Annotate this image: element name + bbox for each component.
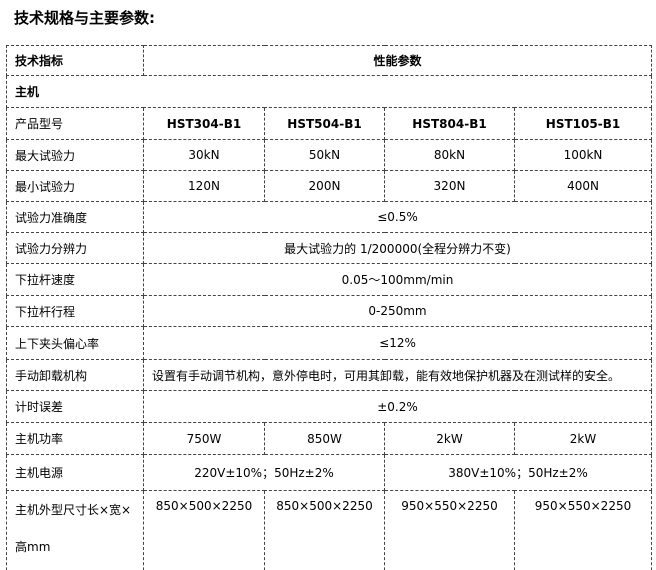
model-value-cell: HST304-B1 [143, 107, 265, 140]
spec-value-cell: 80kN [384, 139, 515, 171]
row-min-test-force: 最小试验力 120N 200N 320N 400N [6, 170, 653, 202]
row-manual-unload: 手动卸载机构 设置有手动调节机构，意外停电时，可用其卸载，能有效地保护机器及在测… [6, 359, 653, 391]
spec-value-cell: 950×550×2250 [513, 490, 653, 570]
row-label: 下拉杆速度 [6, 263, 144, 296]
row-rod-stroke: 下拉杆行程 0-250mm [6, 295, 653, 327]
row-label: 手动卸载机构 [6, 359, 144, 391]
row-force-resolution: 试验力分辨力 最大试验力的 1/200000(全程分辨力不变) [6, 232, 653, 264]
row-label: 最小试验力 [6, 170, 144, 202]
row-label: 主机功率 [6, 422, 144, 455]
spec-value-cell: 750W [143, 422, 265, 455]
spec-value-cell: ±0.2% [142, 390, 653, 423]
spec-value-cell: 220V±10%；50Hz±2% [143, 454, 385, 491]
row-label: 主机外型尺寸长×宽×高mm（L×W×Hmm） [6, 490, 144, 570]
spec-value-cell: 50kN [264, 139, 385, 171]
row-label: 产品型号 [6, 107, 144, 140]
spec-value-cell: 850×500×2250 [143, 490, 265, 570]
section-row: 主机 [5, 75, 653, 108]
spec-value-cell: 850W [264, 422, 385, 455]
row-rod-speed: 下拉杆速度 0.05～100mm/min [6, 263, 653, 296]
spec-value-cell: ≤12% [142, 326, 653, 360]
spec-value-cell: 850×500×2250 [264, 490, 385, 570]
page: 技术规格与主要参数: 技术指标 性能参数 主机 产品型号 HST304-B1 H… [0, 8, 656, 570]
spec-value-cell: 2kW [384, 422, 515, 455]
row-power-supply: 主机电源 220V±10%；50Hz±2% 380V±10%；50Hz±2% [6, 454, 653, 491]
row-product-model: 产品型号 HST304-B1 HST504-B1 HST804-B1 HST10… [6, 107, 653, 140]
spec-table: 技术指标 性能参数 主机 产品型号 HST304-B1 HST504-B1 HS… [5, 45, 653, 570]
spec-value-cell: 120N [143, 170, 265, 202]
page-title: 技术规格与主要参数: [14, 9, 155, 27]
row-clamp-eccentricity: 上下夹头偏心率 ≤12% [6, 326, 653, 360]
spec-value-cell: 最大试验力的 1/200000(全程分辨力不变) [142, 232, 653, 264]
row-label: 上下夹头偏心率 [6, 326, 144, 360]
row-label: 主机电源 [6, 454, 144, 491]
spec-value-cell: 100kN [513, 139, 653, 171]
spec-value-cell: 950×550×2250 [384, 490, 515, 570]
row-label: 最大试验力 [6, 139, 144, 171]
spec-value-cell: 设置有手动调节机构，意外停电时，可用其卸载，能有效地保护机器及在测试样的安全。 [142, 359, 653, 391]
spec-value-cell: 30kN [143, 139, 265, 171]
row-label: 试验力准确度 [6, 201, 144, 233]
spec-value-cell: 400N [513, 170, 653, 202]
spec-value-cell: ≤0.5% [142, 201, 653, 233]
row-label: 下拉杆行程 [6, 295, 144, 327]
model-value-cell: HST804-B1 [384, 107, 515, 140]
spec-value-cell: 320N [384, 170, 515, 202]
row-main-power: 主机功率 750W 850W 2kW 2kW [6, 422, 653, 455]
header-tech-indicator: 技术指标 [6, 45, 144, 76]
row-max-test-force: 最大试验力 30kN 50kN 80kN 100kN [6, 139, 653, 171]
row-label: 计时误差 [6, 390, 144, 423]
spec-value-cell: 2kW [513, 422, 653, 455]
header-performance-params: 性能参数 [142, 45, 653, 76]
spec-value-cell: 0.05～100mm/min [142, 263, 653, 296]
row-timing-error: 计时误差 ±0.2% [6, 390, 653, 423]
spec-value-cell: 0-250mm [142, 295, 653, 327]
row-label: 试验力分辨力 [6, 232, 144, 264]
spec-value-cell: 380V±10%；50Hz±2% [383, 454, 653, 491]
spec-value-cell: 200N [264, 170, 385, 202]
section-main-unit: 主机 [5, 75, 653, 108]
row-dimensions: 主机外型尺寸长×宽×高mm（L×W×Hmm） 850×500×2250 850×… [6, 490, 653, 570]
model-value-cell: HST105-B1 [513, 107, 653, 140]
row-force-accuracy: 试验力准确度 ≤0.5% [6, 201, 653, 233]
header-row: 技术指标 性能参数 [6, 45, 653, 76]
model-value-cell: HST504-B1 [264, 107, 385, 140]
